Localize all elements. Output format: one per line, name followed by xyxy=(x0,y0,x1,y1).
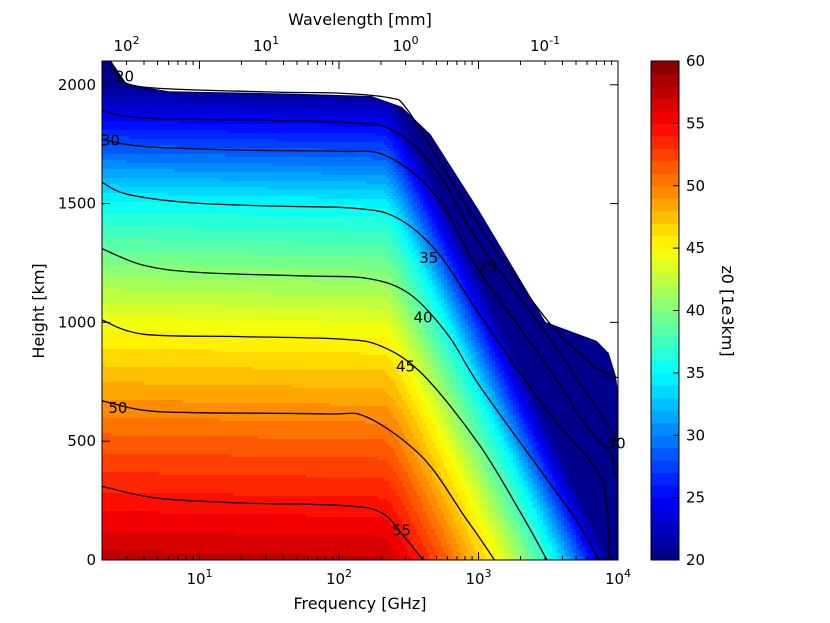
contour-line-35 xyxy=(102,181,611,560)
plot-frame xyxy=(101,60,619,561)
contour-label-30: 30 xyxy=(101,132,120,150)
colorbar-tick-label: 45 xyxy=(686,239,705,257)
x-tick-label: 102 xyxy=(326,567,352,588)
contour-labels: 20 30 35 40 45 50 55 25 30 xyxy=(101,67,626,539)
x-tick-label: 101 xyxy=(186,567,212,588)
y-axis: 0 500 1000 1500 2000 xyxy=(58,76,618,569)
x-tick-label: 104 xyxy=(605,567,631,588)
contour-line-25 xyxy=(102,110,618,442)
contour-line-45 xyxy=(102,319,548,560)
colorbar-tick-label: 25 xyxy=(686,489,705,507)
contour-label-55: 55 xyxy=(392,521,411,539)
contour-line-55 xyxy=(102,485,424,560)
top-tick-label: 102 xyxy=(114,34,140,55)
y-tick-label: 500 xyxy=(67,432,96,450)
top-tick-label: 100 xyxy=(393,34,419,55)
top-tick-label: 101 xyxy=(253,34,279,55)
top-tick-label: 10-1 xyxy=(530,34,560,55)
contour-label-40: 40 xyxy=(413,309,432,327)
x-tick-label: 103 xyxy=(465,567,491,588)
contour-label-35: 35 xyxy=(419,249,438,267)
contour-line-50 xyxy=(102,400,495,560)
top-axis-label: Wavelength [mm] xyxy=(288,10,432,29)
colorbar-tick-label: 50 xyxy=(686,177,705,195)
colorbar-tick-label: 55 xyxy=(686,114,705,132)
data-boundary-edge xyxy=(110,61,618,394)
y-axis-label: Height [km] xyxy=(29,263,48,358)
y-tick-label: 2000 xyxy=(58,76,96,94)
contour-label-50: 50 xyxy=(108,399,127,417)
colorbar-tick-label: 60 xyxy=(686,52,705,70)
top-axis: 102 101 100 10-1 xyxy=(114,34,561,55)
colorbar-tick-label: 35 xyxy=(686,364,705,382)
contour-label-30: 30 xyxy=(607,435,626,453)
contour-line-30 xyxy=(102,138,616,477)
contour-lines xyxy=(102,61,618,560)
colorbar: 20 25 30 35 40 45 50 55 60 z0 [1e3km] xyxy=(650,52,737,569)
y-tick-label: 1000 xyxy=(58,313,96,331)
contour-label-25: 25 xyxy=(477,259,496,277)
plot-area: 20 30 35 40 45 50 55 25 30 xyxy=(101,60,626,561)
contour-line-40 xyxy=(102,248,602,560)
colorbar-tick-label: 20 xyxy=(686,551,705,569)
colorbar-ticks: 20 25 30 35 40 45 50 55 60 xyxy=(673,52,705,569)
contour-label-20: 20 xyxy=(115,67,134,85)
y-tick-label: 0 xyxy=(86,551,96,569)
y-tick-label: 1500 xyxy=(58,195,96,213)
colorbar-tick-label: 30 xyxy=(686,426,705,444)
contour-line-20 xyxy=(109,63,618,379)
colorbar-label: z0 [1e3km] xyxy=(718,265,737,356)
colorbar-tick-label: 40 xyxy=(686,302,705,320)
colorbar-bands xyxy=(651,61,679,561)
contour-label-45: 45 xyxy=(396,357,415,375)
x-axis: 101 102 103 104 xyxy=(101,61,631,588)
x-axis-label: Frequency [GHz] xyxy=(293,594,426,613)
